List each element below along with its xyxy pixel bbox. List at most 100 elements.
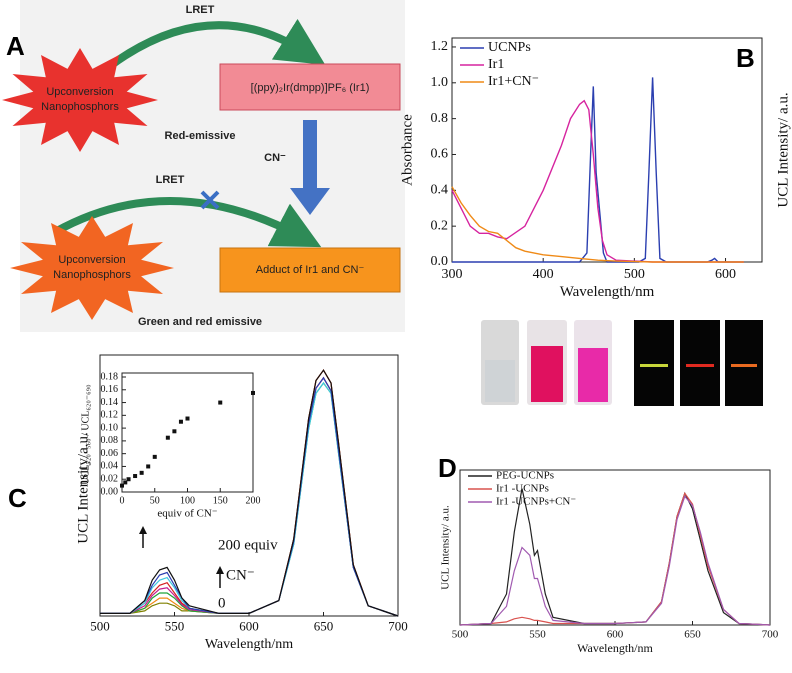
y-tick-label: 0.6 xyxy=(431,147,449,162)
lret-arrow xyxy=(107,18,326,70)
x-tick-label: 550 xyxy=(529,628,546,640)
y-tick-label: 0.8 xyxy=(431,111,449,126)
scatter-point xyxy=(139,470,144,475)
legend-label: Ir1 -UCNPs xyxy=(496,483,549,495)
star-label: Upconversion xyxy=(46,86,113,98)
scatter-point xyxy=(123,480,128,485)
y-tick-label: 0.08 xyxy=(101,435,119,446)
dark-photo xyxy=(680,320,720,406)
y-axis-label: UCL₅₂₀₋₅₆₀ / UCL₆₂₀₋₆₉₀ xyxy=(80,384,91,485)
y-tick-label: 0.16 xyxy=(101,384,119,395)
x-tick-label: 500 xyxy=(90,619,110,634)
scatter-point xyxy=(165,435,170,440)
x-axis-label: Wavelength/nm xyxy=(577,641,653,655)
nanophosphor-star xyxy=(2,48,158,152)
plot-frame xyxy=(121,372,254,493)
x-tick-label: 0 xyxy=(120,495,125,506)
right-axis-label: UCL Intensity/ a.u. xyxy=(775,92,791,207)
y-tick-label: 1.2 xyxy=(431,39,449,54)
x-tick-label: 200 xyxy=(246,495,261,506)
x-tick-label: 50 xyxy=(150,495,160,506)
scatter-point xyxy=(126,477,131,482)
emission-line xyxy=(686,364,714,367)
y-axis-label: Absorbance xyxy=(399,114,415,186)
y-tick-label: 0.04 xyxy=(101,461,119,472)
x-tick-label: 600 xyxy=(607,628,624,640)
series-line xyxy=(459,495,771,626)
lret-label: LRET xyxy=(156,174,185,186)
caption: Green and red emissive xyxy=(138,316,262,328)
x-axis-label: Wavelength/nm xyxy=(560,284,655,300)
lret-arrow-blocked xyxy=(53,196,322,248)
y-tick-label: 0.12 xyxy=(101,410,119,421)
series-line xyxy=(100,369,399,617)
y-tick-label: 1.0 xyxy=(431,75,449,90)
y-axis-label: UCL Intensity/a.u. xyxy=(75,432,91,544)
y-tick-label: 0.00 xyxy=(101,486,119,497)
panel-label: B xyxy=(736,43,755,73)
x-tick-label: 700 xyxy=(388,619,408,634)
cn-arrow-head xyxy=(216,566,224,574)
y-axis-label: UCL Intensity/ a.u. xyxy=(440,505,452,590)
photos xyxy=(481,320,763,406)
x-tick-label: 550 xyxy=(165,619,185,634)
dark-photo xyxy=(725,320,763,406)
y-tick-label: 0.10 xyxy=(101,422,119,433)
legend-label: Ir1+CN⁻ xyxy=(488,74,539,89)
cuvette-liquid xyxy=(578,348,608,402)
panel-label: A xyxy=(6,31,25,61)
star-label: Nanophosphors xyxy=(53,269,131,281)
lret-label: LRET xyxy=(186,4,215,16)
increase-arrow-head xyxy=(139,526,147,534)
y-tick-label: 0.06 xyxy=(101,448,119,459)
x-tick-label: 600 xyxy=(715,267,736,282)
scatter-point xyxy=(251,390,255,395)
panel-label: C xyxy=(8,483,27,513)
x-tick-label: 300 xyxy=(442,267,463,282)
x-tick-label: 700 xyxy=(762,628,779,640)
y-tick-label: 0.0 xyxy=(431,254,449,269)
adduct-box xyxy=(219,247,401,293)
x-tick-label: 100 xyxy=(180,495,195,506)
emission-line xyxy=(731,364,757,367)
series-line xyxy=(452,77,744,263)
cuvette-liquid xyxy=(485,360,515,402)
y-tick-label: 0.14 xyxy=(101,397,119,408)
block-mark xyxy=(200,190,220,210)
x-tick-label: 400 xyxy=(533,267,554,282)
scatter-point xyxy=(172,429,177,434)
y-tick-label: 0.02 xyxy=(101,474,119,485)
star-label: Nanophosphors xyxy=(41,101,119,113)
star-label: Upconversion xyxy=(58,254,125,266)
panel-label: D xyxy=(438,453,457,483)
scatter-point xyxy=(120,483,124,488)
y-tick-label: 0.4 xyxy=(431,183,449,198)
x-tick-label: 500 xyxy=(452,628,469,640)
x-tick-label: 150 xyxy=(213,495,228,506)
legend-label: UCNPs xyxy=(488,40,531,55)
scatter-point xyxy=(146,464,151,469)
dark-photo xyxy=(634,320,674,406)
scatter-point xyxy=(185,416,190,421)
x-axis-label: equiv of CN⁻ xyxy=(157,508,217,520)
cuvette-liquid xyxy=(531,346,563,402)
legend-label: Ir1 xyxy=(488,57,504,72)
adduct-label: Adduct of Ir1 and CN⁻ xyxy=(256,264,365,276)
cn-arrow-head xyxy=(290,188,330,215)
annotation: CN⁻ xyxy=(226,567,255,583)
y-tick-label: 0.18 xyxy=(101,371,119,382)
emission-line xyxy=(640,364,668,367)
cn-label: CN⁻ xyxy=(264,152,286,164)
scatter-point xyxy=(178,419,183,424)
legend-label: Ir1 -UCNPs+CN⁻ xyxy=(496,496,576,508)
nanophosphor-star xyxy=(10,216,174,320)
x-tick-label: 650 xyxy=(684,628,701,640)
caption: Red-emissive xyxy=(165,130,236,142)
ir1-label: [(ppy)₂Ir(dmpp)]PF₆ (Ir1) xyxy=(251,82,370,94)
series-line xyxy=(451,186,744,263)
annotation: 0 xyxy=(218,595,226,611)
x-axis-label: Wavelength/nm xyxy=(205,637,293,652)
cn-arrow-shaft xyxy=(303,120,317,190)
y-tick-label: 0.2 xyxy=(431,218,449,233)
